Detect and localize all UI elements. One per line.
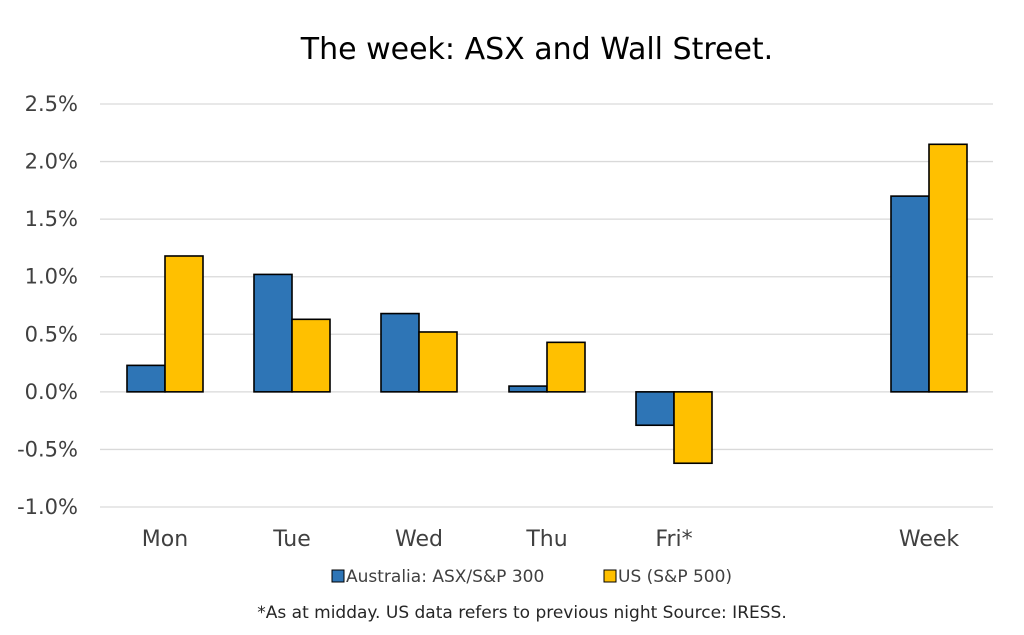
y-tick-label: 2.5% <box>25 92 78 116</box>
x-axis-categories: Mon Tue Wed Thu Fri* Week <box>142 527 960 552</box>
y-axis-ticks: 2.5% 2.0% 1.5% 1.0% 0.5% 0.0% -0.5% -1.0% <box>17 92 78 519</box>
bar-us-week <box>928 143 968 393</box>
x-tick-label: Tue <box>272 527 311 552</box>
footnote: *As at midday. US data refers to previou… <box>257 603 786 623</box>
legend-label: US (S&P 500) <box>618 567 732 587</box>
legend: Australia: ASX/S&P 300 US (S&P 500) <box>331 567 732 587</box>
bar-us-fri <box>673 391 713 465</box>
bar-asx-thu <box>508 385 548 393</box>
bars <box>126 143 968 465</box>
bar-us-thu <box>546 341 586 393</box>
legend-swatch <box>331 569 345 583</box>
bar-us-wed <box>418 331 458 393</box>
bar-asx-wed <box>380 312 420 393</box>
x-tick-label: Thu <box>525 527 567 552</box>
y-tick-label: 0.0% <box>25 380 78 404</box>
y-tick-label: 1.0% <box>25 265 78 289</box>
bar-us-tue <box>291 318 331 393</box>
bar-asx-fri <box>635 391 675 427</box>
bar-asx-mon <box>126 364 166 393</box>
bar-us-mon <box>164 255 204 393</box>
y-tick-label: -1.0% <box>17 495 78 519</box>
chart-title: The week: ASX and Wall Street. <box>300 32 773 67</box>
bar-asx-week <box>890 195 930 393</box>
y-tick-label: -0.5% <box>17 437 78 461</box>
y-tick-label: 0.5% <box>25 322 78 346</box>
x-tick-label: Mon <box>142 527 188 552</box>
x-tick-label: Wed <box>395 527 443 552</box>
bar-asx-tue <box>253 273 293 393</box>
legend-swatch <box>603 569 617 583</box>
y-tick-label: 2.0% <box>25 150 78 174</box>
y-tick-label: 1.5% <box>25 207 78 231</box>
legend-label: Australia: ASX/S&P 300 <box>346 567 544 587</box>
x-tick-label: Week <box>899 527 960 552</box>
x-tick-label: Fri* <box>655 527 692 552</box>
gridlines <box>100 103 993 508</box>
